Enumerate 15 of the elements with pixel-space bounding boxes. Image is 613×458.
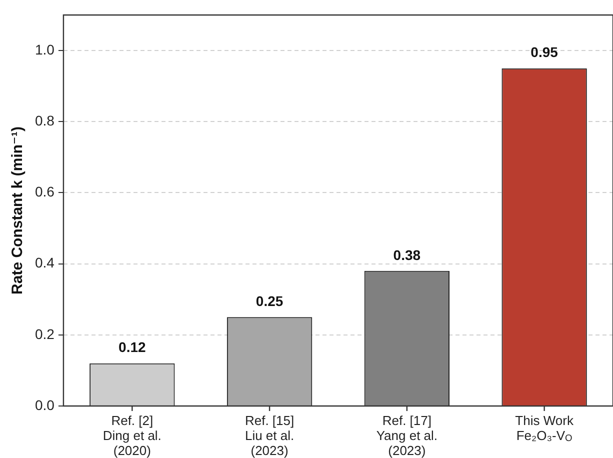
data-label: 0.95 <box>530 44 558 60</box>
data-label: 0.25 <box>256 292 284 309</box>
y-tick-label: 0.0 <box>34 396 55 413</box>
y-tick-label: 0.6 <box>34 184 55 200</box>
x-tick-label: Ref. [17] Yang et al. (2023) <box>376 413 438 458</box>
x-tick-label: Ref. [2] Ding et al. (2020) <box>102 413 162 458</box>
y-tick-label: 0.4 <box>34 254 55 271</box>
y-axis-title: Rate Constant k (min⁻¹) <box>9 126 26 294</box>
y-tick-label: 1.0 <box>34 41 55 58</box>
data-label: 0.12 <box>118 339 146 356</box>
data-label: 0.38 <box>393 246 421 263</box>
x-tick-label: Ref. [15] Liu et al. (2023) <box>244 413 294 458</box>
y-tick-label: 0.8 <box>34 112 55 128</box>
y-tick-label: 0.2 <box>34 326 55 342</box>
x-tick-label: This Work Fe₂O₃-VO <box>515 413 574 444</box>
